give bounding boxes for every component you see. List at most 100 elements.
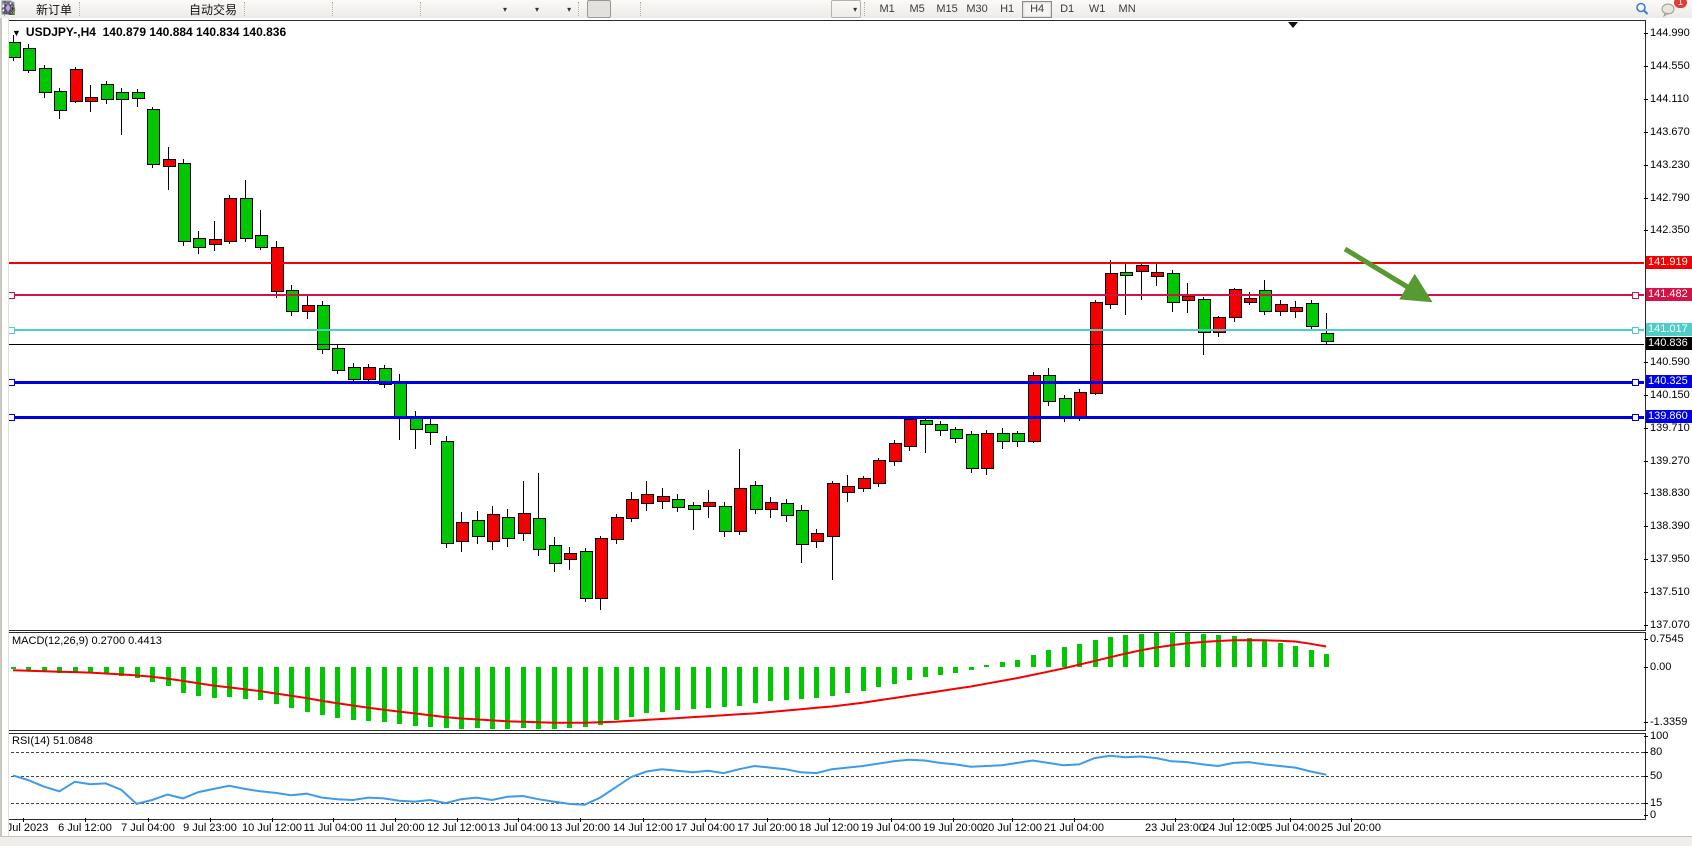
time-axis-tick: [272, 818, 273, 822]
time-axis-tick: [1290, 818, 1291, 822]
window-left-edge: [0, 18, 9, 836]
candle-body: [162, 159, 176, 167]
equidistant-channel-button[interactable]: E: [1, 0, 751, 18]
search-button[interactable]: [1633, 0, 1657, 18]
level-line-marker[interactable]: [1632, 292, 1639, 300]
timeframe-mn-button[interactable]: MN: [1118, 3, 1136, 15]
indicators-button[interactable]: ▾: [1, 0, 511, 18]
zoom-out-button[interactable]: [2, 0, 391, 18]
timeframe-d1-button[interactable]: D1: [1060, 3, 1075, 15]
time-axis-label: 17 Jul 20:00: [737, 822, 797, 834]
macd-pane[interactable]: [6, 632, 1646, 731]
rsi-axis-tick: [1644, 751, 1648, 753]
chart-menu-arrow[interactable]: ▼: [12, 28, 21, 38]
auto-scroll-button[interactable]: [2, 0, 453, 18]
annotation-arrow[interactable]: [0, 18, 1692, 846]
tile-windows-button[interactable]: [1, 0, 417, 18]
candle-body: [1305, 302, 1319, 328]
macd-histogram-bar: [1308, 650, 1314, 667]
macd-histogram-bar: [165, 667, 171, 687]
line-chart-button[interactable]: [1, 0, 329, 18]
macd-histogram-bar: [1046, 650, 1052, 667]
macd-histogram-bar: [1061, 646, 1067, 667]
level-line-141.017[interactable]: [7, 329, 1644, 332]
time-axis-tick: [1175, 818, 1176, 822]
chart-title: ▼ USDJPY-,H4 140.879 140.884 140.834 140.…: [12, 25, 286, 39]
candle-wick: [538, 473, 540, 556]
fibonacci-button[interactable]: F: [2, 0, 777, 18]
dropdown-caret-icon[interactable]: ▾: [503, 4, 508, 14]
level-line-marker[interactable]: [1632, 378, 1639, 386]
zoomin-icon: [2, 1, 361, 17]
price-pane[interactable]: [6, 20, 1646, 631]
horizontal-line-button[interactable]: [2, 0, 699, 18]
timeframe-m1-button[interactable]: M1: [879, 3, 895, 15]
timeframe-m5-button[interactable]: M5: [909, 3, 925, 15]
candle-body: [996, 432, 1010, 442]
rsi-axis-tick: [1644, 803, 1648, 805]
autotrade-icon: [2, 1, 186, 17]
candlestick-chart-button[interactable]: [2, 0, 303, 18]
rsi-level-50: [6, 775, 1644, 777]
level-line-140.325[interactable]: [7, 380, 1644, 384]
rsi-pane[interactable]: [6, 733, 1646, 820]
dropdown-caret-icon[interactable]: ▾: [567, 4, 572, 14]
candle-body: [579, 551, 593, 600]
toolbar-separator: [864, 2, 870, 16]
candle-body: [1244, 297, 1257, 304]
bar-chart-button[interactable]: [2, 0, 277, 18]
candle-wick: [167, 147, 169, 191]
trendline-button[interactable]: [2, 0, 725, 18]
macd-histogram-bar: [567, 667, 573, 728]
macd-histogram-bar: [644, 667, 650, 714]
cursor-button[interactable]: [4, 0, 612, 18]
chart-window[interactable]: ▼ USDJPY-,H4 140.879 140.884 140.834 140.…: [0, 18, 1692, 846]
charts-profile-button[interactable]: [0, 0, 112, 18]
periods-button[interactable]: ▾: [2, 0, 543, 18]
autotrading-button[interactable]: 自动交易: [2, 0, 241, 18]
zoomout-icon: [2, 1, 387, 17]
price-axis-label: 139.270: [1650, 454, 1690, 467]
new-order-button[interactable]: 新订单: [1, 0, 76, 18]
macd-histogram-bar: [706, 667, 712, 708]
new-order-button-label: 新订单: [36, 2, 73, 17]
search-icon: [1636, 1, 1653, 17]
macd-axis-tick: [1644, 667, 1648, 668]
macd-histogram-bar: [938, 667, 943, 675]
timeframe-m15-button[interactable]: M15: [936, 3, 958, 15]
macd-histogram-bar: [397, 667, 403, 724]
timeframe-m30-button[interactable]: M30: [966, 3, 988, 15]
signal-icon: [1, 1, 160, 17]
templates-button[interactable]: ▾: [1, 0, 575, 18]
level-line-marker[interactable]: [1632, 413, 1639, 421]
time-axis-label: 19 Jul 20:00: [923, 822, 983, 834]
level-line-marker[interactable]: [1632, 327, 1639, 335]
time-axis-label: 13 Jul 04:00: [488, 822, 548, 834]
level-line-141.919[interactable]: [7, 261, 1644, 264]
timeframe-h1-button[interactable]: H1: [1000, 3, 1015, 15]
level-line-139.860[interactable]: [7, 415, 1644, 419]
price-axis-label: 138.390: [1650, 520, 1690, 533]
arrows-button[interactable]: ▾: [2, 0, 862, 18]
text-label-button[interactable]: T: [1, 0, 829, 18]
vertical-line-button[interactable]: [7, 0, 673, 18]
dropdown-caret-icon[interactable]: ▾: [535, 4, 540, 14]
candle-body: [1135, 264, 1149, 272]
market-watch-button[interactable]: [1, 0, 138, 18]
timeframe-h4-button[interactable]: H4: [1022, 0, 1053, 18]
candle-body: [23, 48, 37, 71]
price-axis-label: 143.670: [1650, 125, 1690, 138]
community-button[interactable]: 1: [1659, 0, 1687, 18]
cursor-icon: [4, 0, 607, 17]
timeframe-w1-button[interactable]: W1: [1088, 3, 1106, 15]
signals-button[interactable]: [1, 0, 164, 18]
level-line-141.482[interactable]: [7, 294, 1644, 297]
crosshair-button[interactable]: [2, 0, 637, 18]
candle-body: [857, 477, 871, 489]
dropdown-caret-icon[interactable]: ▾: [853, 4, 858, 14]
chart-shift-marker[interactable]: [1288, 22, 1298, 28]
time-axis-tick: [891, 818, 892, 822]
text-button[interactable]: A: [4, 0, 803, 18]
chart-shift-button[interactable]: [2, 0, 479, 18]
zoom-in-button[interactable]: [2, 0, 365, 18]
